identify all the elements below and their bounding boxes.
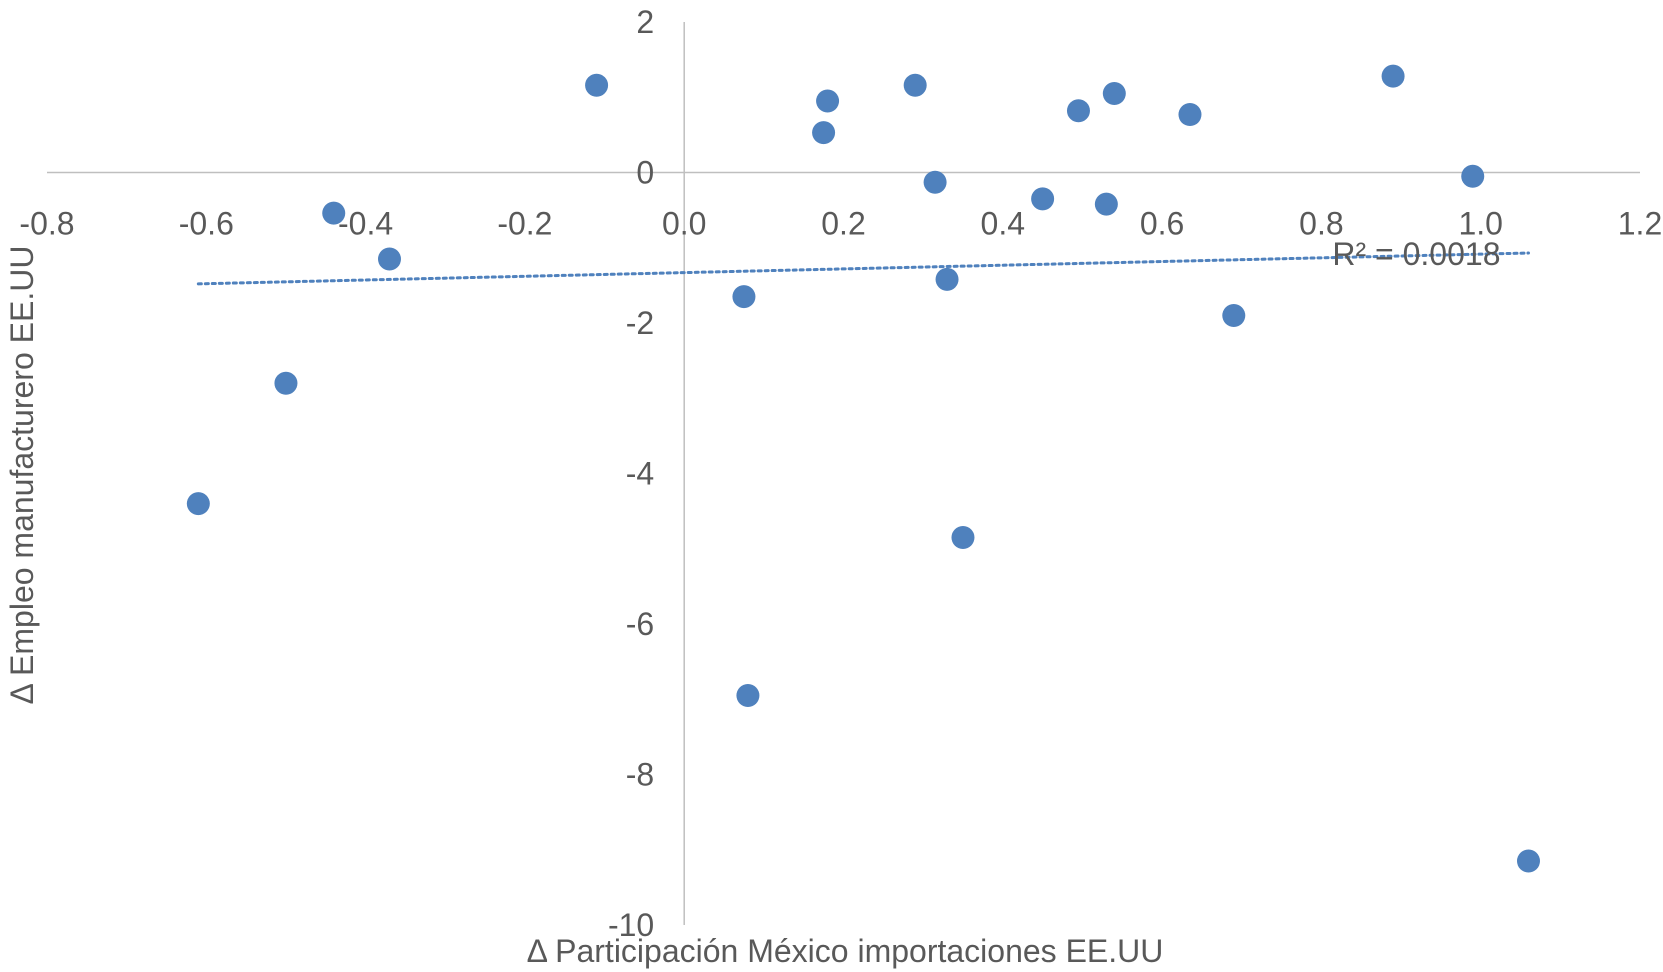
trendline-group	[196, 251, 1530, 286]
x-tick-label: 0.8	[1299, 206, 1343, 242]
y-tick-label: -10	[608, 907, 654, 943]
y-tick-label: -8	[626, 757, 654, 793]
x-axis-title: Δ Participación México importaciones EE.…	[527, 933, 1164, 969]
data-point	[1094, 192, 1118, 216]
x-tick-label: 0.4	[981, 206, 1025, 242]
data-point	[732, 285, 756, 309]
data-point	[274, 371, 298, 395]
r-squared-label: R² = 0.0018	[1332, 236, 1500, 272]
y-tick-label: -4	[626, 456, 654, 492]
data-point	[812, 121, 836, 145]
x-tick-label: 1.0	[1458, 206, 1502, 242]
data-point	[736, 683, 760, 707]
x-tick-labels: -0.8 -0.6 -0.4 -0.2 0.0 0.2 0.4 0.6 0.8 1.0 1.2	[19, 206, 1662, 242]
y-tick-label: 2	[636, 4, 654, 40]
data-point	[322, 201, 346, 225]
data-point	[1222, 303, 1246, 327]
data-point	[951, 525, 975, 549]
data-point	[1102, 81, 1126, 105]
data-points	[186, 64, 1540, 873]
data-point	[1516, 849, 1540, 873]
data-point	[903, 73, 927, 97]
x-tick-label: 0.6	[1140, 206, 1184, 242]
data-point	[1031, 187, 1055, 211]
data-point	[923, 170, 947, 194]
data-point	[186, 492, 210, 516]
y-axis-title: Δ Empleo manufacturero EE.UU	[4, 246, 40, 705]
data-point	[816, 89, 840, 113]
data-point	[1066, 99, 1090, 123]
data-point	[585, 73, 609, 97]
x-tick-label: 0.0	[662, 206, 706, 242]
data-point	[1381, 64, 1405, 88]
x-tick-label: -0.6	[179, 206, 234, 242]
y-tick-label: -6	[626, 606, 654, 642]
data-point	[1461, 164, 1485, 188]
data-point	[935, 267, 959, 291]
trendline	[196, 251, 1530, 286]
y-tick-label: -2	[626, 305, 654, 341]
data-point	[1178, 103, 1202, 127]
x-tick-label: -0.8	[19, 206, 74, 242]
x-tick-label: -0.2	[497, 206, 552, 242]
x-tick-label: 0.2	[821, 206, 865, 242]
axes	[47, 22, 1640, 925]
x-tick-label: -0.4	[338, 206, 393, 242]
data-point	[377, 247, 401, 271]
y-tick-labels: 2 0 -2 -4 -6 -8 -10	[608, 4, 654, 943]
y-tick-label: 0	[636, 155, 654, 191]
x-tick-label: 1.2	[1618, 206, 1662, 242]
